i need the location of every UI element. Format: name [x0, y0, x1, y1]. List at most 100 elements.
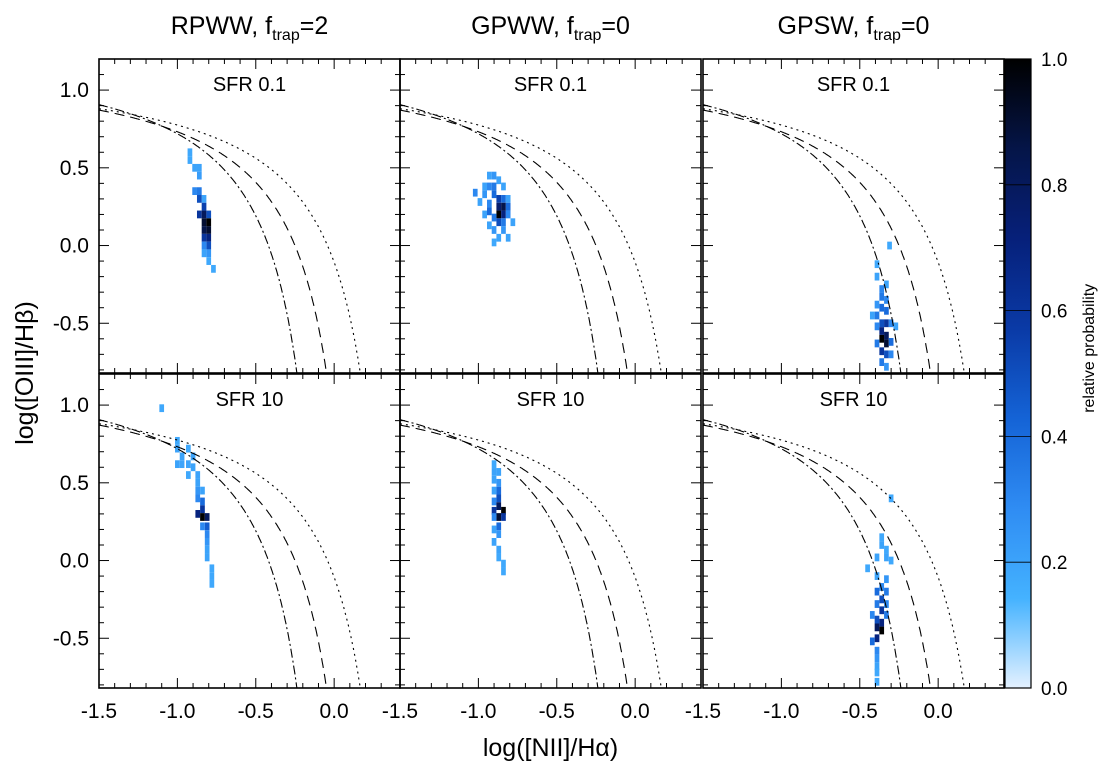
column-title: GPSW, ftrap=0 [778, 12, 930, 44]
heatmap-cell [487, 171, 492, 180]
panel: SFR 10 1.0 0.5 0.0 -0.5 -1.5 -1.0 -0.5 0.0 [53, 373, 401, 723]
heatmap-cell [209, 572, 215, 580]
panel-frame [98, 373, 401, 689]
kauffmann-curve [400, 419, 599, 688]
heatmap-cell [505, 210, 511, 219]
panel: SFR 0.1 [702, 58, 1005, 374]
colorbar-tick-label: 0.8 [1041, 176, 1067, 197]
heatmap-cell [879, 618, 885, 627]
heatmap-cell [501, 506, 506, 515]
y-tick-label: 1.0 [60, 394, 89, 417]
colorbar-tick-label: 1.0 [1041, 50, 1067, 71]
dashed-curve [99, 109, 327, 373]
heatmap-cell [187, 156, 193, 164]
dashed-curve [703, 109, 931, 373]
heatmap-cell [187, 148, 193, 157]
heatmap-cell [201, 226, 207, 234]
kauffmann-curve [400, 104, 599, 373]
heatmap-cell [204, 553, 210, 562]
heatmap-cell [487, 221, 492, 230]
heatmap-cell [201, 241, 207, 250]
heatmap-cell [496, 513, 502, 521]
y-tick-label: 1.0 [60, 79, 89, 102]
heatmap-cell [201, 233, 207, 242]
heatmap-cell [879, 595, 885, 604]
heatmap-cell [477, 198, 483, 206]
heatmap-cell [200, 513, 205, 521]
column-title: RPWW, ftrap=2 [171, 12, 328, 44]
panel-frame [399, 58, 702, 374]
heatmap-cell [195, 478, 201, 487]
heatmap-cell [501, 202, 506, 211]
demarcation-curves [99, 104, 361, 373]
heatmap-cell [206, 210, 212, 219]
panel-sfr-label: SFR 0.1 [514, 74, 587, 96]
heatmap-cell [874, 311, 880, 320]
heatmap-cell [501, 559, 506, 568]
heatmap-cell [874, 322, 880, 331]
heatmap-cell [186, 444, 191, 453]
heatmap-cell [869, 311, 875, 320]
kewley-curve [703, 108, 965, 373]
heatmap-cell [874, 600, 880, 608]
colorbar-label: relative probability [1081, 284, 1098, 413]
heatmap-cell [159, 404, 165, 413]
heatmap-cell [874, 572, 880, 580]
panel-sfr-label: SFR 10 [820, 389, 888, 411]
heatmap-cell [884, 611, 889, 619]
heatmap-cell [888, 319, 894, 328]
heatmap-cell [204, 538, 210, 546]
heatmap-cell [879, 583, 885, 591]
kauffmann-curve [703, 104, 902, 373]
heatmap-cell [874, 553, 880, 562]
demarcation-curves [400, 104, 662, 373]
colorbar-gradient [1005, 59, 1031, 688]
x-tick-label: -1.5 [685, 700, 721, 723]
heatmap-cell [879, 285, 885, 293]
heatmap-cell [874, 634, 880, 643]
heatmap-cell [196, 187, 202, 196]
heatmap-cell [510, 218, 516, 227]
heatmap-cell [874, 300, 880, 309]
heatmap-cell [196, 210, 202, 219]
x-axis-label: log([NII]/Hα) [483, 734, 618, 762]
heatmap-cell [200, 505, 205, 514]
heatmap-cell [491, 171, 497, 180]
panel-frame [702, 373, 1005, 689]
heatmap-cell [888, 556, 894, 565]
heatmap-cell [874, 668, 880, 677]
heatmap-cell [496, 522, 502, 531]
panel: SFR 10 -1.5 -1.0 -0.5 0.0 [382, 373, 702, 723]
heatmap-cell [201, 195, 207, 203]
heatmap-cells [491, 460, 506, 576]
heatmap-cell [491, 506, 497, 515]
heatmap-cell [195, 471, 201, 479]
heatmap-cell [874, 646, 880, 655]
kauffmann-curve [99, 419, 298, 688]
kauffmann-curve [703, 419, 902, 688]
axis-labels: log([NII]/Hα) log([OIII]/Hβ) [11, 301, 618, 762]
heatmap-cells [869, 241, 899, 371]
heatmap-cell [491, 525, 497, 534]
kewley-curve [99, 423, 361, 688]
heatmap-cell [196, 163, 202, 172]
column-titles: RPWW, ftrap=2 GPWW, ftrap=0 GPSW, ftrap=0 [171, 12, 930, 44]
heatmap-cell [190, 452, 196, 461]
x-tick-label: -0.5 [539, 700, 575, 723]
heatmap-cell [884, 350, 889, 359]
heatmap-cell [491, 182, 497, 191]
heatmap-cell [879, 334, 885, 343]
x-tick-label: -0.5 [842, 700, 878, 723]
y-tick-label: 0.0 [60, 235, 89, 258]
heatmap-cell [204, 522, 210, 531]
heatmap-cell [491, 486, 497, 495]
heatmap-cell [501, 513, 506, 521]
heatmap-cell [487, 182, 492, 191]
dashed-curve [400, 109, 628, 373]
panel: SFR 0.1 1.0 0.5 0.0 -0.5 [53, 58, 401, 374]
heatmap-cell [884, 296, 889, 304]
heatmap-cell [884, 362, 889, 371]
heatmap-cell [874, 623, 880, 632]
heatmap-cell [888, 494, 894, 503]
